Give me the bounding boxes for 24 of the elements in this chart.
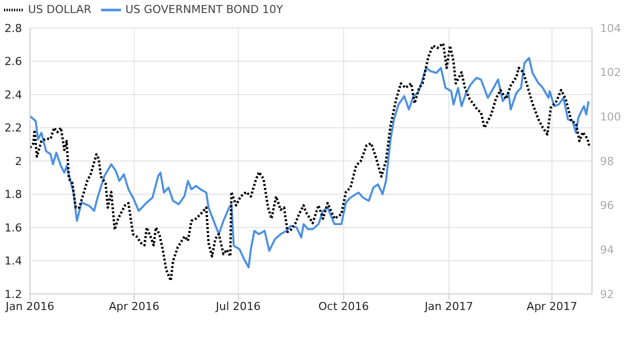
y2-tick-label: 92 <box>600 288 614 301</box>
y2-tick-label: 102 <box>600 66 621 80</box>
x-tick-label: Oct 2016 <box>318 300 369 313</box>
y-tick-label: 2.4 <box>4 88 22 102</box>
y2-tick-label: 94 <box>600 244 614 257</box>
y-tick-label: 2.6 <box>4 55 22 68</box>
y-tick-label: 1.6 <box>4 221 22 234</box>
y-tick-label: 1.4 <box>4 254 22 268</box>
x-tick-label: Apr 2016 <box>108 300 160 313</box>
legend-label: US DOLLAR <box>28 3 92 16</box>
legend-label: US GOVERNMENT BOND 10Y <box>125 3 284 16</box>
y-tick-label: 1.8 <box>4 188 22 202</box>
y-tick-label: 2 <box>15 154 22 168</box>
y-tick-label: 2.8 <box>4 22 22 35</box>
x-tick-label: Jan 2017 <box>424 300 474 313</box>
x-tick-label: Jan 2016 <box>4 300 54 313</box>
y-tick-label: 1.2 <box>4 288 22 301</box>
y2-tick-label: 104 <box>600 22 621 35</box>
x-tick-label: Jul 2016 <box>214 300 261 313</box>
y2-tick-label: 96 <box>600 199 614 212</box>
x-tick-label: Apr 2017 <box>526 300 578 313</box>
y-tick-label: 2.2 <box>4 122 22 135</box>
y2-tick-label: 98 <box>600 154 614 168</box>
y2-tick-label: 100 <box>600 110 621 124</box>
